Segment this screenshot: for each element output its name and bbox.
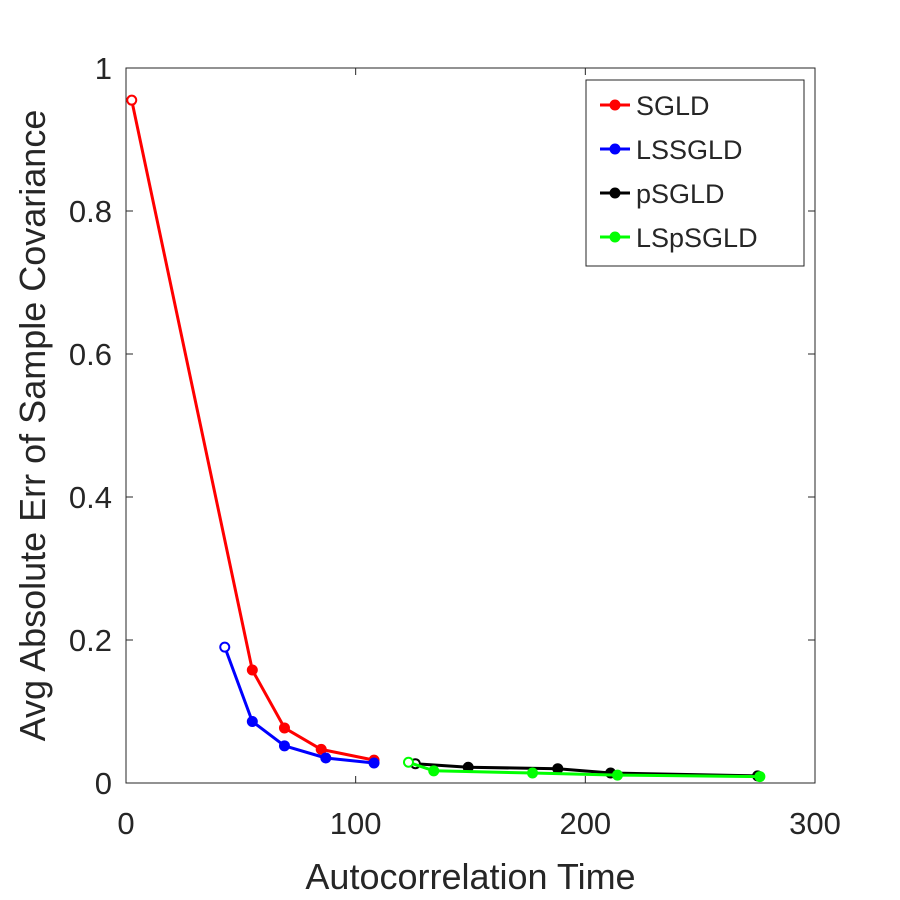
- legend-item-psgld: pSGLD: [600, 179, 725, 209]
- series-layer: [126, 94, 766, 783]
- y-tick-label: 0.8: [69, 194, 112, 229]
- y-axis-ticks: 0 0.2 0.4 0.6 0.8 1: [69, 51, 815, 801]
- data-point: [611, 769, 623, 781]
- data-point: [754, 771, 766, 783]
- legend-item-lspsgld: LSpSGLD: [600, 223, 758, 253]
- y-tick-label: 0: [95, 766, 112, 801]
- series-lspsgld: [402, 756, 766, 783]
- data-point: [368, 757, 380, 769]
- legend-label: SGLD: [636, 91, 710, 121]
- legend-marker: [609, 187, 621, 199]
- legend: SGLD LSSGLD pSGLD LSpSGLD: [585, 79, 805, 267]
- x-tick-label: 200: [559, 806, 611, 841]
- y-tick-label: 0.2: [69, 623, 112, 658]
- x-tick-label: 300: [789, 806, 841, 841]
- legend-marker: [609, 143, 621, 155]
- data-point: [315, 743, 327, 755]
- data-point: [402, 756, 414, 768]
- y-axis-label: Avg Absolute Err of Sample Covariance: [12, 110, 53, 742]
- series-lssgld: [219, 641, 380, 769]
- data-point: [126, 94, 138, 106]
- data-point: [428, 765, 440, 777]
- data-point: [320, 752, 332, 764]
- legend-box: [585, 79, 805, 267]
- legend-label: LSpSGLD: [636, 223, 758, 253]
- legend-marker: [609, 231, 621, 243]
- data-point: [552, 763, 564, 775]
- data-point: [278, 722, 290, 734]
- data-point: [246, 664, 258, 676]
- y-tick-label: 0.4: [69, 480, 112, 515]
- x-axis-label: Autocorrelation Time: [305, 856, 635, 897]
- legend-marker: [609, 99, 621, 111]
- legend-label: LSSGLD: [636, 135, 743, 165]
- legend-item-sgld: SGLD: [600, 91, 710, 121]
- data-point: [278, 740, 290, 752]
- x-tick-label: 100: [330, 806, 382, 841]
- legend-item-lssgld: LSSGLD: [600, 135, 743, 165]
- x-axis-ticks: 0 100 200 300: [117, 68, 841, 841]
- y-tick-label: 0.6: [69, 337, 112, 372]
- y-tick-label: 1: [95, 51, 112, 86]
- data-point: [219, 641, 231, 653]
- data-point: [527, 767, 539, 779]
- x-tick-label: 0: [117, 806, 134, 841]
- legend-label: pSGLD: [636, 179, 725, 209]
- data-point: [246, 716, 258, 728]
- series-psgld: [409, 758, 764, 782]
